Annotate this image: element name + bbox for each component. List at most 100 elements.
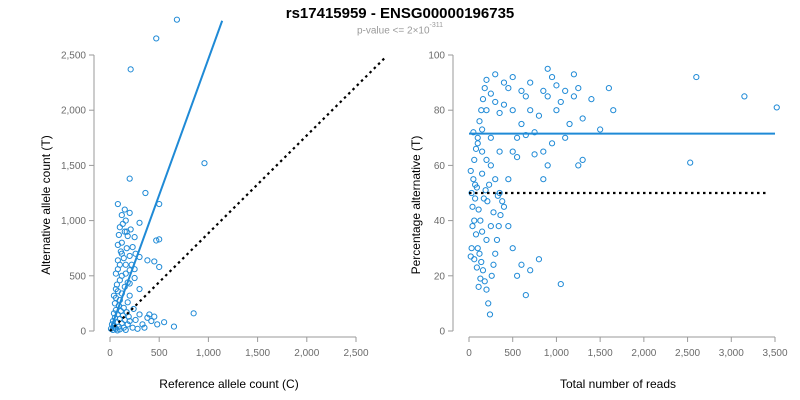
left-fit-line xyxy=(109,20,224,332)
right-data-point xyxy=(485,300,492,307)
right-data-point xyxy=(476,250,483,257)
left-data-point xyxy=(129,243,136,251)
left-data-point xyxy=(148,317,155,325)
left-data-point xyxy=(110,292,118,299)
right-data-point xyxy=(535,112,543,119)
left-data-point xyxy=(114,327,121,334)
right-data-point xyxy=(477,217,484,224)
left-data-point xyxy=(119,220,126,228)
scatter-plot-left: 0 500 1,000 1,500 2,000 2,500 0 500 1,000 1,500 2,… xyxy=(39,16,387,391)
right-data-point xyxy=(490,209,497,216)
right-x-tick-label: 0 xyxy=(466,348,472,359)
right-data-point xyxy=(471,156,478,163)
right-data-point xyxy=(478,107,485,114)
right-data-point xyxy=(470,176,477,183)
left-data-point xyxy=(151,313,158,320)
right-data-point xyxy=(478,258,485,266)
left-data-point xyxy=(117,248,124,255)
left-data-point xyxy=(121,228,128,235)
right-data-point xyxy=(481,278,488,285)
left-data-point xyxy=(144,257,151,264)
right-x-tick-label: 3,500 xyxy=(762,348,787,359)
right-data-point xyxy=(570,71,578,78)
left-data-point xyxy=(151,258,158,265)
right-data-point xyxy=(579,115,586,122)
left-x-tick-label: 500 xyxy=(151,348,168,359)
left-x-axis-title: Reference allele count (C) xyxy=(159,377,298,391)
left-data-point xyxy=(113,281,120,288)
right-data-point xyxy=(484,198,491,205)
right-data-point xyxy=(490,261,497,268)
left-data-point xyxy=(124,232,131,240)
right-data-point xyxy=(495,223,502,230)
right-data-point xyxy=(544,162,551,169)
left-data-point xyxy=(156,236,163,243)
left-data-point xyxy=(116,277,123,284)
right-y-tick-label: 80 xyxy=(434,106,446,117)
left-data-point xyxy=(112,270,120,277)
right-data-point xyxy=(483,236,490,244)
right-data-point xyxy=(513,134,521,141)
left-y-tick-label: 1,500 xyxy=(61,161,86,172)
left-data-point xyxy=(123,245,130,252)
right-data-point xyxy=(487,223,494,230)
right-data-point xyxy=(479,170,486,177)
right-data-point xyxy=(486,181,493,188)
right-data-point xyxy=(597,126,604,133)
right-data-point xyxy=(527,79,534,86)
right-data-point xyxy=(562,87,569,94)
right-y-tick-label: 100 xyxy=(428,51,445,62)
right-x-tick-label: 1,500 xyxy=(588,348,613,359)
right-data-point xyxy=(487,90,494,97)
right-data-point xyxy=(540,87,547,94)
right-data-point xyxy=(483,286,490,293)
right-data-point xyxy=(509,107,516,114)
right-data-point xyxy=(470,129,477,136)
left-data-point xyxy=(139,321,146,328)
right-data-point xyxy=(469,203,476,210)
left-data-point xyxy=(112,285,120,293)
right-x-axis-title: Total number of reads xyxy=(560,377,676,391)
right-data-point xyxy=(493,236,501,244)
left-data-point xyxy=(122,270,129,277)
right-data-point xyxy=(557,98,564,106)
right-data-point xyxy=(479,228,486,235)
right-data-point xyxy=(527,267,534,274)
right-data-point xyxy=(500,203,508,210)
right-data-point xyxy=(522,292,529,299)
right-data-point xyxy=(522,131,529,139)
right-data-point xyxy=(693,73,700,81)
right-data-point xyxy=(500,79,508,86)
left-data-point xyxy=(126,317,133,325)
left-data-point xyxy=(146,311,153,318)
left-data-point xyxy=(131,274,138,282)
right-data-point xyxy=(575,162,582,169)
right-x-tick-label: 3,000 xyxy=(719,348,744,359)
right-data-point xyxy=(479,96,487,103)
right-data-point xyxy=(469,223,476,230)
left-y-tick-label: 500 xyxy=(69,271,86,282)
right-data-point xyxy=(467,167,474,175)
right-data-point xyxy=(527,107,534,114)
left-data-point xyxy=(170,323,178,330)
left-data-point xyxy=(115,231,122,239)
right-y-tick-label: 40 xyxy=(434,216,446,227)
left-data-point xyxy=(153,237,160,244)
right-data-point xyxy=(505,85,512,92)
left-data-point xyxy=(118,211,125,219)
right-data-point xyxy=(610,107,617,114)
right-data-point xyxy=(477,275,484,282)
right-data-point xyxy=(487,134,494,141)
right-data-point xyxy=(505,176,512,183)
right-data-point xyxy=(492,250,499,257)
right-data-point xyxy=(566,120,573,128)
right-data-point xyxy=(518,120,525,128)
right-data-point xyxy=(471,217,478,224)
right-data-point xyxy=(741,93,748,100)
page-subtitle: p-value <= 2×10-311 xyxy=(0,22,800,36)
right-data-point xyxy=(499,198,506,205)
left-data-point xyxy=(124,321,131,328)
right-data-point xyxy=(505,223,512,230)
right-data-point xyxy=(509,245,516,252)
left-data-point xyxy=(126,209,133,216)
